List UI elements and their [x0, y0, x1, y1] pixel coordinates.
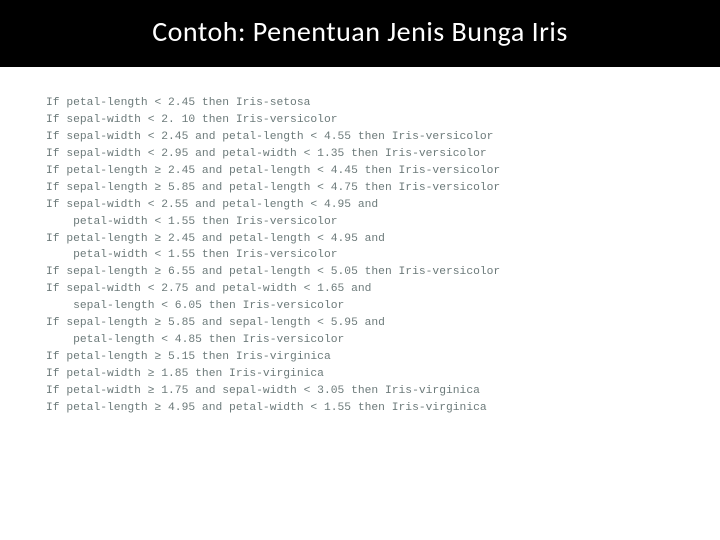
iris-rules-listing: If petal-length < 2.45 then Iris-setosa … [0, 67, 720, 417]
slide-title: Contoh: Penentuan Jenis Bunga Iris [0, 14, 720, 49]
title-bar: Contoh: Penentuan Jenis Bunga Iris [0, 0, 720, 67]
